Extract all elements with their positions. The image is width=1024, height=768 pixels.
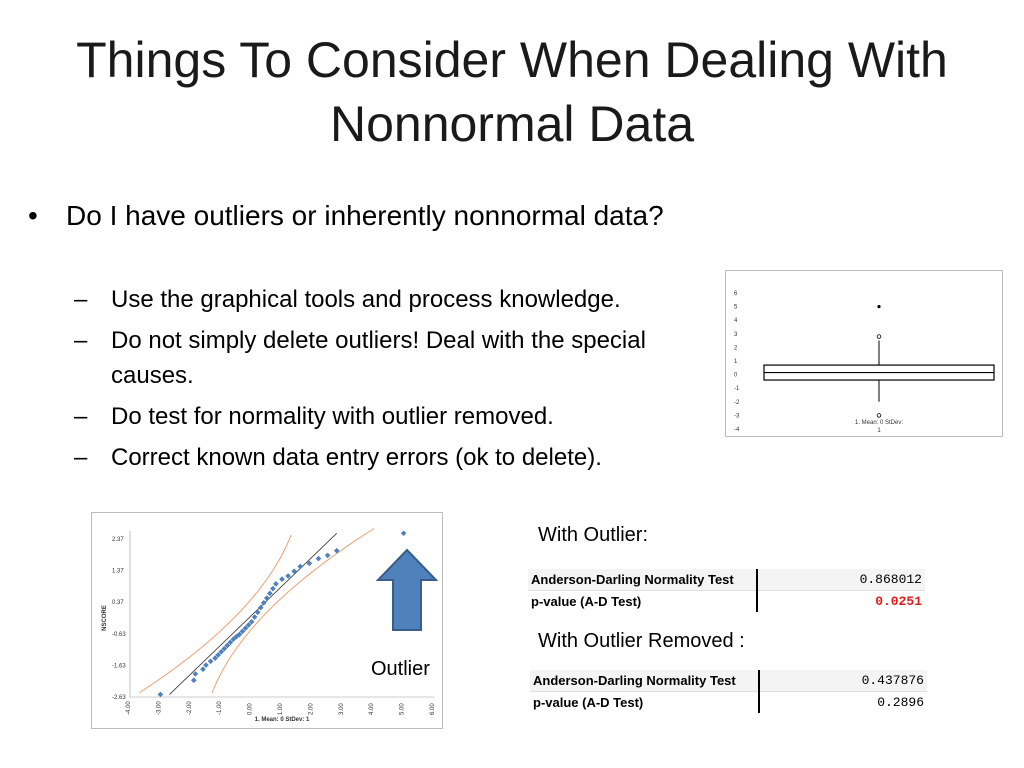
pvalue-value: 0.0251	[757, 590, 925, 612]
ad-table-with-outlier: Anderson-Darling Normality Test 0.868012 …	[528, 569, 925, 612]
data-point	[270, 585, 276, 592]
x-tick-label: -1.00	[217, 701, 223, 715]
x-tick-label: 2.00	[308, 703, 314, 715]
data-point	[324, 552, 331, 559]
data-point	[239, 628, 246, 635]
outlier-label: Outlier	[371, 658, 430, 680]
data-point	[279, 576, 285, 582]
x-tick-label: 4.00	[369, 703, 375, 715]
outlier-circle	[876, 413, 882, 418]
x-tick-label: 0.00	[248, 703, 254, 715]
y-tick-label: 0.37	[112, 600, 124, 606]
data-point	[192, 671, 199, 677]
slide-title: Things To Consider When Dealing With Non…	[76, 32, 948, 152]
up-arrow-icon	[376, 548, 438, 631]
sub-bullet-list: – Use the graphical tools and process kno…	[74, 282, 714, 481]
data-point	[207, 658, 214, 665]
x-axis-label: 1. Mean: 0 StDev: 1	[255, 717, 310, 723]
y-tick-label: 5	[734, 305, 738, 311]
x-tick-label: 5.00	[400, 703, 406, 715]
y-tick-label: 3	[734, 332, 738, 338]
data-point	[263, 595, 270, 601]
sub-bullet: – Correct known data entry errors (ok to …	[74, 444, 602, 471]
y-tick-label: -4	[734, 427, 740, 433]
data-point	[227, 639, 234, 646]
data-point	[254, 609, 261, 616]
sub-bullet: – Use the graphical tools and process kno…	[74, 286, 621, 313]
data-point	[224, 642, 231, 649]
normal-probability-plot: 2.37 1.37 0.37 -0.63 -1.63 -2.63 -4.00 -3.00 -2.…	[91, 512, 443, 729]
data-point	[251, 614, 258, 620]
ad-stat-value: 0.437876	[759, 670, 927, 692]
data-point	[297, 563, 304, 570]
ad-table-outlier-removed: Anderson-Darling Normality Test 0.437876 …	[530, 670, 927, 713]
ad-stat-value: 0.868012	[757, 569, 925, 591]
y-tick-label: 2	[734, 345, 738, 351]
outlier-removed-label: With Outlier Removed :	[538, 630, 745, 652]
bullet-dot: •	[28, 200, 38, 231]
qq-plot-svg: 2.37 1.37 0.37 -0.63 -1.63 -2.63-4.00 -3.00 -2.…	[102, 528, 436, 723]
data-point	[157, 691, 164, 698]
x-tick-label: 6.00	[430, 703, 436, 715]
ad-stat-label: Anderson-Darling Normality Test	[528, 569, 758, 591]
y-tick-label: 1.37	[112, 569, 124, 575]
x-tick-label: 3.00	[339, 703, 345, 715]
box-plot-svg: 6 5 4 3 2 1 0 -1 -2 -3 -4 1. Mean: 0 StDev: 1	[734, 291, 995, 434]
data-point	[257, 604, 264, 611]
confidence-band-upper	[138, 534, 292, 694]
data-point	[400, 530, 407, 537]
sub-bullet: – Do not simply delete outliers! Deal wit…	[74, 327, 646, 389]
y-tick-label: -2.63	[112, 695, 126, 701]
confidence-band-lower	[211, 528, 375, 694]
x-tick-label: -2.00	[187, 701, 193, 715]
pvalue-label: p-value (A-D Test)	[528, 590, 758, 612]
y-tick-label: 0	[734, 373, 738, 379]
y-tick-label: 1	[734, 359, 738, 365]
y-tick-label: 6	[734, 291, 738, 297]
main-bullet: • Do I have outliers or inherently nonno…	[28, 196, 708, 236]
pvalue-label: p-value (A-D Test)	[530, 691, 760, 713]
outlier-point	[877, 305, 881, 309]
x-axis-label-2: 1	[877, 428, 881, 434]
y-tick-label: -0.63	[112, 632, 126, 638]
x-axis-label: 1. Mean: 0 StDev:	[855, 420, 903, 426]
data-point	[191, 677, 197, 684]
y-tick-label: -1.63	[112, 663, 126, 669]
pvalue-value: 0.2896	[759, 691, 927, 713]
x-tick-label: -4.00	[126, 701, 132, 715]
data-point	[291, 568, 297, 575]
y-axis-label: NSCORE	[102, 605, 108, 631]
with-outlier-label: With Outlier:	[538, 524, 649, 546]
data-point	[242, 625, 249, 631]
x-tick-label: -3.00	[156, 701, 162, 715]
data-point	[260, 600, 267, 606]
y-tick-label: -2	[734, 400, 740, 406]
data-point	[315, 555, 322, 562]
x-tick-label: 1.00	[278, 703, 284, 715]
main-bullet-text: Do I have outliers or inherently nonnorm…	[66, 200, 664, 231]
outlier-circle	[876, 334, 882, 339]
box-plot-chart: 6 5 4 3 2 1 0 -1 -2 -3 -4 1. Mean: 0 StDev: 1	[725, 270, 1003, 437]
y-tick-label: -3	[734, 413, 740, 419]
data-point	[200, 666, 206, 673]
ad-stat-label: Anderson-Darling Normality Test	[530, 670, 760, 692]
data-point	[306, 560, 313, 567]
data-point	[203, 662, 209, 668]
y-tick-label: -1	[734, 386, 740, 392]
sub-bullet: – Do test for normality with outlier remo…	[74, 403, 554, 430]
fit-line	[169, 533, 337, 695]
data-point	[285, 573, 291, 579]
data-point	[273, 581, 279, 587]
y-tick-label: 4	[734, 318, 738, 324]
y-tick-label: 2.37	[112, 537, 124, 543]
